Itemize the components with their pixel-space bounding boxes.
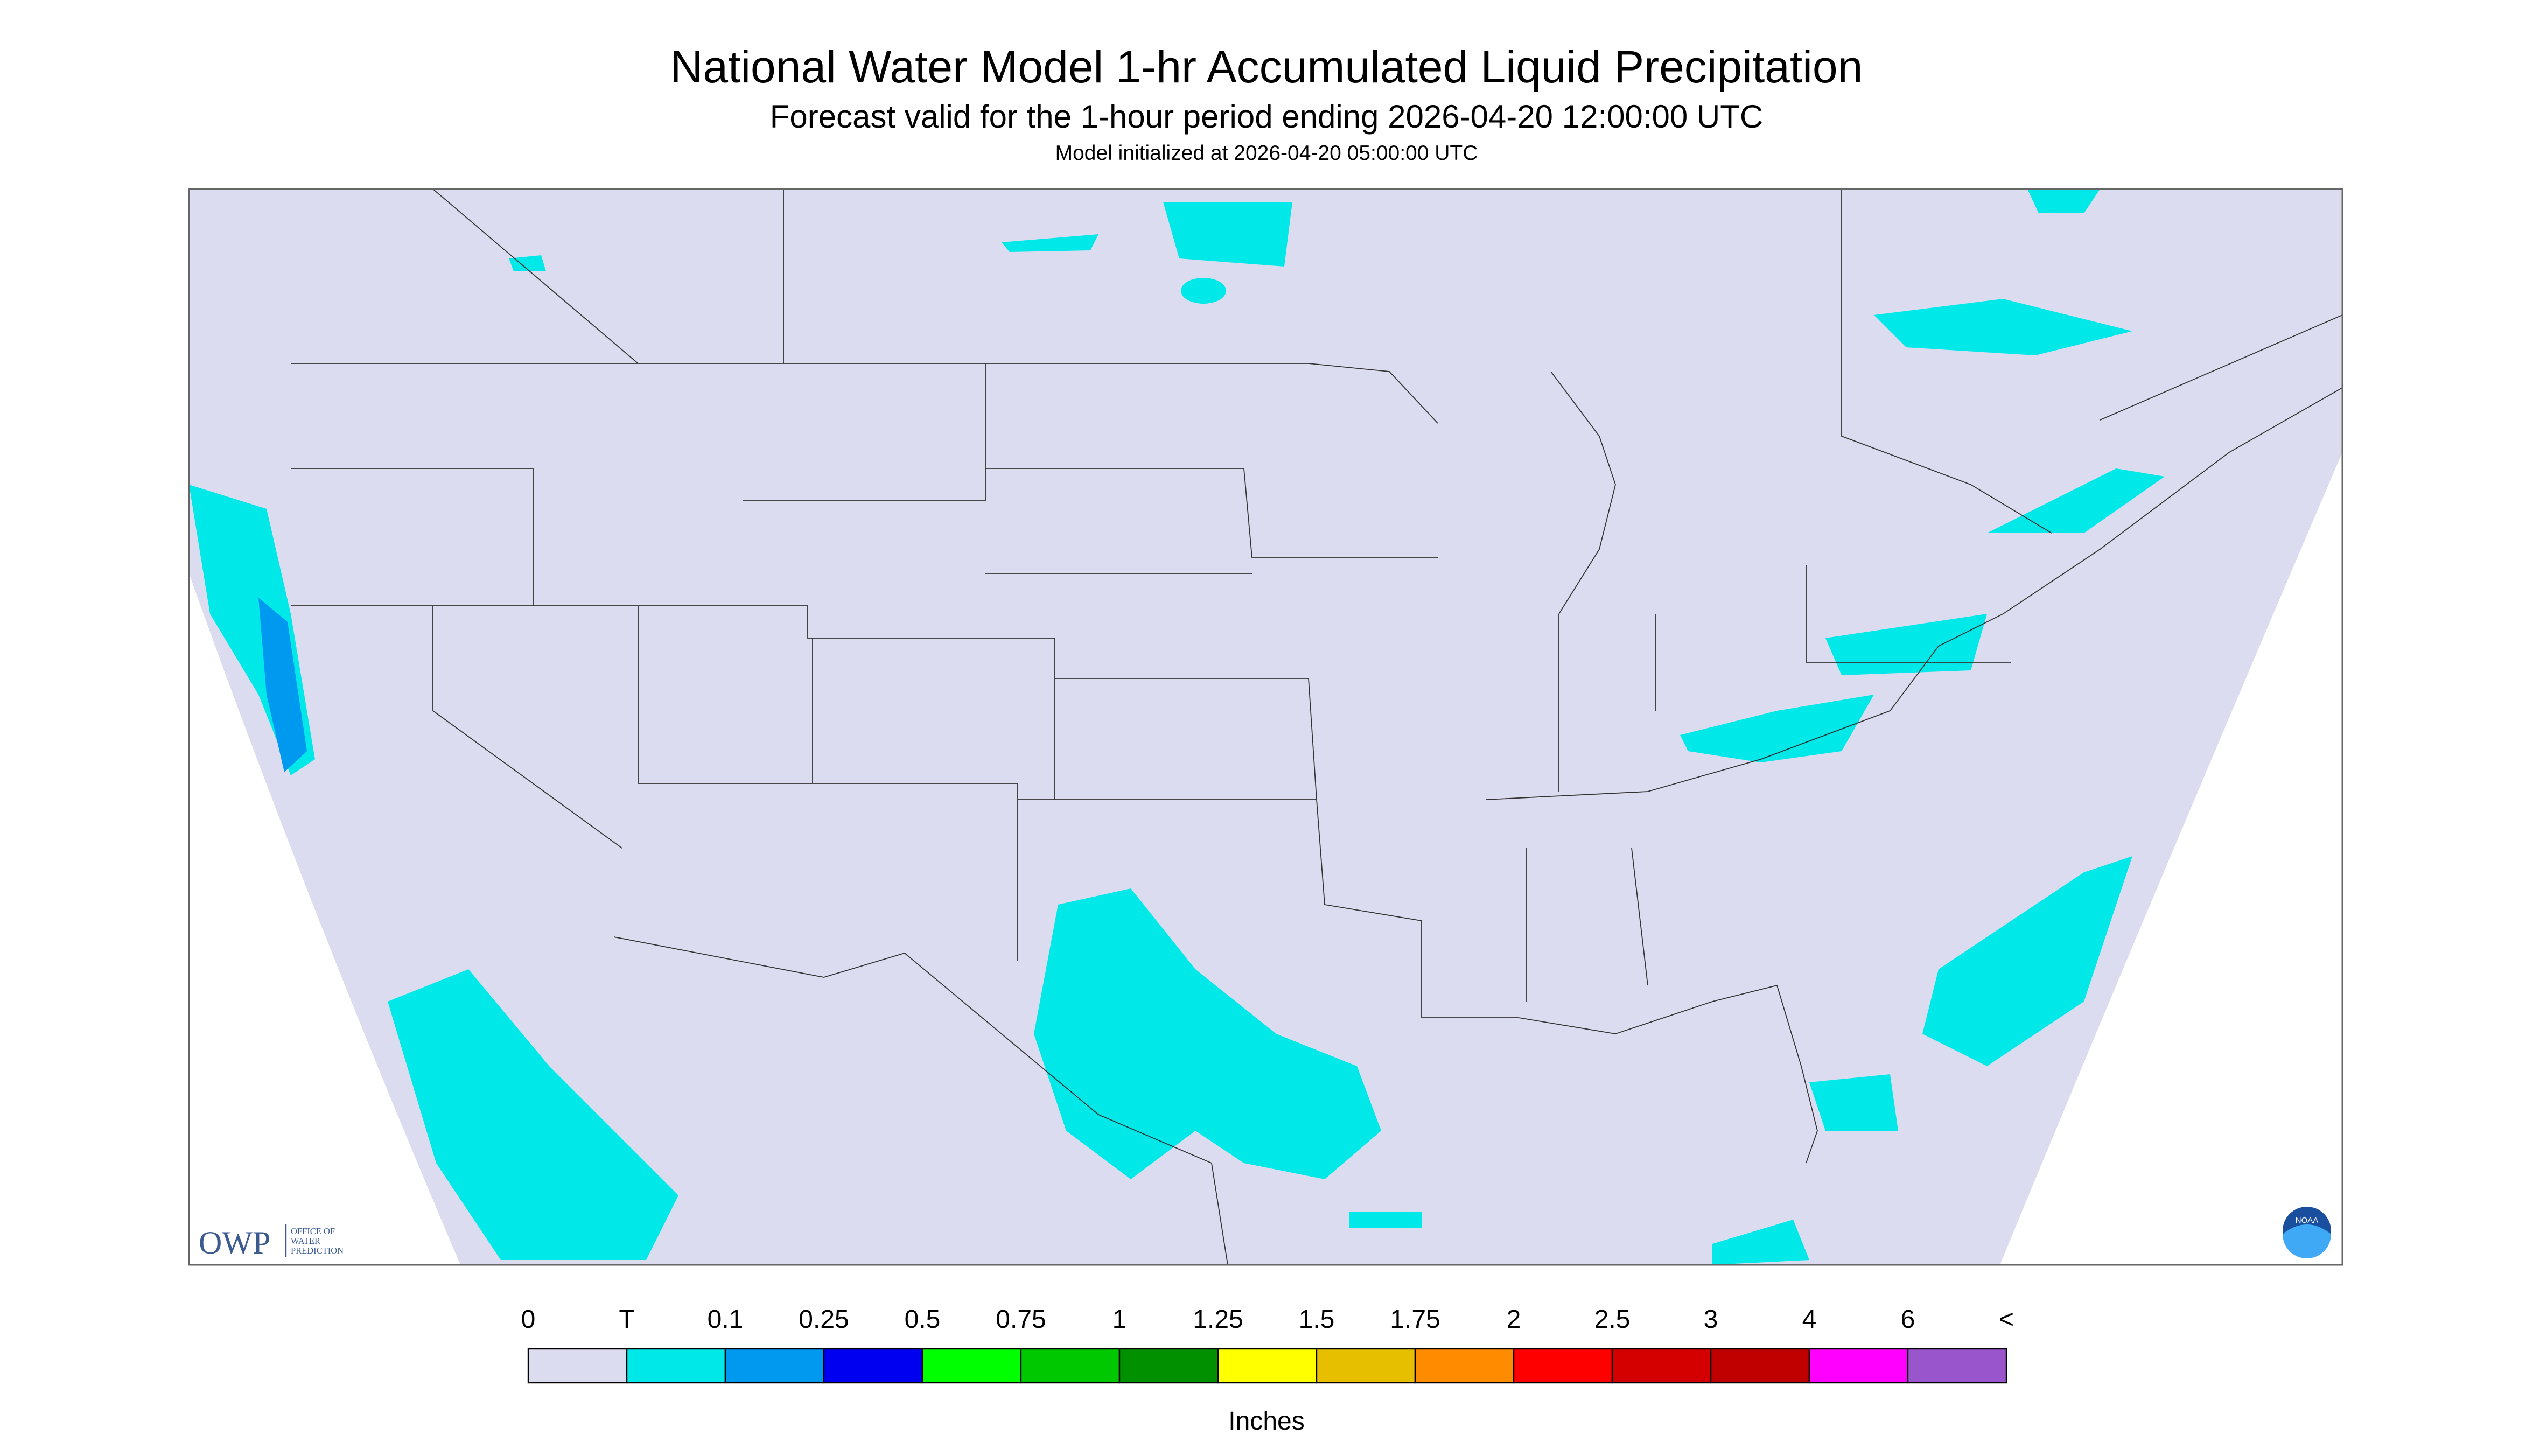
owp-text: OWP xyxy=(199,1225,270,1261)
legend-label: 0 xyxy=(521,1305,536,1334)
legend: 0 T 0.1 0.25 0.5 0.75 1 1.25 1.5 1.75 2 2.5 3 4 6 < xyxy=(521,1305,2014,1384)
legend-swatch xyxy=(724,1348,825,1384)
legend-swatch xyxy=(1808,1348,1909,1384)
owp-line: OFFICE OF xyxy=(291,1226,335,1236)
legend-unit: Inches xyxy=(1228,1407,1304,1436)
legend-label: < xyxy=(1999,1305,2014,1334)
legend-label: 4 xyxy=(1802,1305,1817,1334)
precip-areas xyxy=(189,189,2165,1265)
legend-label: 0.5 xyxy=(905,1305,941,1334)
legend-label: 1 xyxy=(1112,1305,1127,1334)
legend-label: 1.25 xyxy=(1193,1305,1243,1334)
owp-line: WATER xyxy=(291,1236,320,1246)
owp-logo: OWP OFFICE OF WATER PREDICTION xyxy=(199,1224,344,1261)
legend-swatch xyxy=(1710,1348,1810,1384)
legend-swatch xyxy=(1611,1348,1712,1384)
model-domain xyxy=(189,189,2342,1265)
noaa-logo: NOAA xyxy=(2283,1207,2331,1259)
map: OWP OFFICE OF WATER PREDICTION NOAA xyxy=(188,188,2343,1266)
legend-swatch xyxy=(1118,1348,1219,1384)
boundaries xyxy=(291,188,2343,1265)
legend-label: 2.5 xyxy=(1594,1305,1631,1334)
legend-label: 3 xyxy=(1704,1305,1718,1334)
legend-label: 1.5 xyxy=(1299,1305,1335,1334)
legend-label: 0.75 xyxy=(996,1305,1046,1334)
legend-label: 1.75 xyxy=(1390,1305,1440,1334)
legend-swatch xyxy=(527,1348,628,1384)
owp-line: PREDICTION xyxy=(291,1245,344,1256)
legend-label: 0.1 xyxy=(708,1305,744,1334)
legend-label: 2 xyxy=(1507,1305,1521,1334)
legend-swatch xyxy=(921,1348,1022,1384)
noaa-text: NOAA xyxy=(2296,1216,2319,1225)
subtitle: Forecast valid for the 1-hour period end… xyxy=(770,99,1763,135)
legend-label: T xyxy=(619,1305,634,1334)
legend-swatch xyxy=(1020,1348,1121,1384)
legend-swatch xyxy=(823,1348,923,1384)
legend-swatch xyxy=(1217,1348,1318,1384)
legend-label: 0.25 xyxy=(799,1305,849,1334)
legend-swatch xyxy=(1907,1348,2007,1384)
legend-swatch xyxy=(1414,1348,1515,1384)
legend-swatch xyxy=(626,1348,726,1384)
legend-label: 6 xyxy=(1901,1305,1915,1334)
init-time: Model initialized at 2026-04-20 05:00:00… xyxy=(1055,142,1478,165)
title: National Water Model 1-hr Accumulated Li… xyxy=(670,41,1863,92)
legend-swatch xyxy=(1316,1348,1416,1384)
map-frame xyxy=(188,188,2343,1266)
legend-swatch xyxy=(1513,1348,1613,1384)
